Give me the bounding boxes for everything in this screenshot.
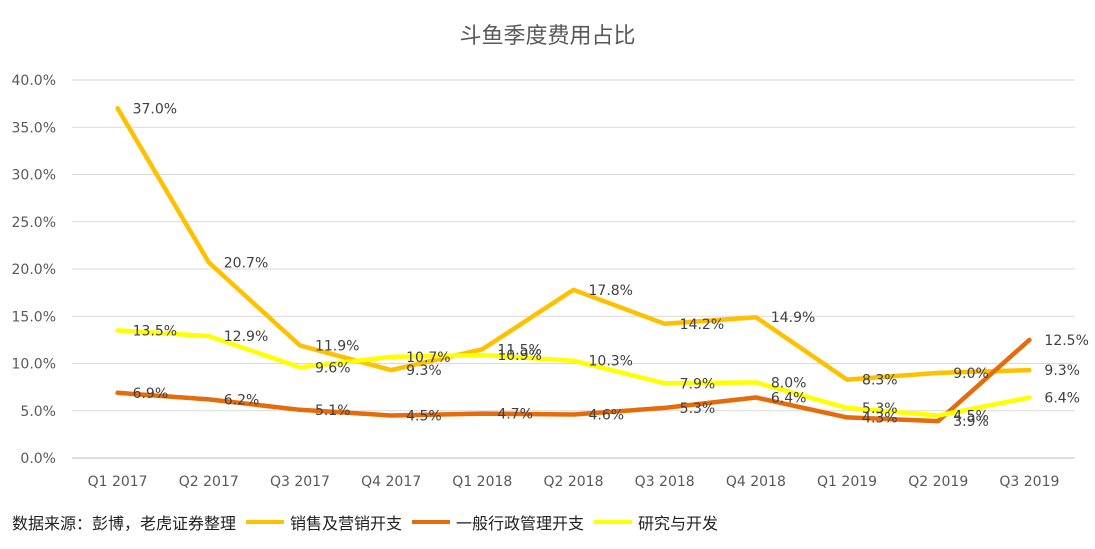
series-line-sales[interactable] <box>115 106 1032 382</box>
x-tick-label: Q4 2018 <box>726 474 786 490</box>
series-line-admin[interactable] <box>115 337 1032 424</box>
data-label-sales: 14.2% <box>680 317 724 333</box>
chart-title: 斗鱼季度费用占比 <box>459 24 636 49</box>
data-label-admin: 4.5% <box>406 408 442 424</box>
data-label-sales: 9.3% <box>1044 363 1080 379</box>
legend-item-rnd[interactable]: 研究与开发 <box>594 510 718 534</box>
x-axis: Q1 2017 Q2 2017 Q3 2017 Q4 2017 Q1 2018 Q2 20… <box>88 474 1060 490</box>
series-lines <box>115 106 1032 424</box>
data-label-rnd: 9.6% <box>315 360 351 376</box>
data-labels: 37.0% 20.7% 11.9% 9.3% 11.5% 17.8% 14.2% 14.9% 8… <box>133 101 1089 430</box>
data-label-rnd: 4.5% <box>953 408 989 424</box>
y-tick-label: 25.0% <box>12 215 56 231</box>
data-label-admin: 4.7% <box>497 407 533 423</box>
data-label-sales: 9.0% <box>953 366 989 382</box>
legend-label-admin: 一般行政管理开支 <box>456 514 585 533</box>
data-label-rnd: 10.9% <box>497 348 541 364</box>
data-label-admin: 5.1% <box>315 403 351 419</box>
legend-swatch-sales <box>246 520 285 524</box>
y-tick-label: 15.0% <box>12 309 56 325</box>
source-note: 数据来源：彭博，老虎证券整理 <box>12 514 237 533</box>
legend-swatch-rnd <box>594 520 633 524</box>
data-label-sales: 17.8% <box>589 283 633 299</box>
y-tick-label: 30.0% <box>12 168 56 184</box>
data-label-rnd: 10.7% <box>406 350 450 366</box>
data-label-rnd: 7.9% <box>680 376 716 392</box>
data-label-sales: 14.9% <box>771 310 815 326</box>
x-tick-label: Q3 2019 <box>999 474 1059 490</box>
x-tick-label: Q1 2018 <box>452 474 512 490</box>
y-tick-label: 5.0% <box>20 404 56 420</box>
data-label-sales: 11.5% <box>497 342 541 358</box>
x-tick-label: Q4 2017 <box>361 474 421 490</box>
legend-item-sales[interactable]: 销售及营销开支 <box>246 510 402 534</box>
x-tick-label: Q1 2017 <box>88 474 148 490</box>
y-tick-label: 20.0% <box>12 262 56 278</box>
data-label-sales: 20.7% <box>224 255 268 271</box>
data-label-admin: 3.9% <box>953 414 989 430</box>
y-tick-label: 10.0% <box>12 357 56 373</box>
y-tick-label: 0.0% <box>20 451 56 467</box>
data-label-sales: 8.3% <box>862 373 898 389</box>
data-label-sales: 11.9% <box>315 339 359 355</box>
y-tick-label: 40.0% <box>12 73 56 89</box>
series-line-rnd[interactable] <box>115 328 1032 418</box>
data-label-rnd: 8.0% <box>771 375 807 391</box>
data-label-admin: 6.2% <box>224 392 260 408</box>
data-label-admin: 4.6% <box>589 408 625 424</box>
x-tick-label: Q1 2019 <box>817 474 877 490</box>
legend-swatch-admin <box>412 520 451 524</box>
x-tick-label: Q2 2019 <box>908 474 968 490</box>
data-label-rnd: 13.5% <box>133 323 177 339</box>
data-label-admin: 4.3% <box>862 410 898 426</box>
x-tick-label: Q2 2018 <box>543 474 603 490</box>
legend-item-admin[interactable]: 一般行政管理开支 <box>412 510 584 534</box>
footer: 数据来源：彭博，老虎证券整理 销售及营销开支 一般行政管理开支 研究与开发 <box>12 510 718 534</box>
data-label-admin: 6.4% <box>771 391 807 407</box>
x-tick-label: Q3 2017 <box>270 474 330 490</box>
y-axis: 0.0% 5.0% 10.0% 15.0% 20.0% 25.0% 30.0% 35.0% 40… <box>12 73 56 467</box>
legend-label-sales: 销售及营销开支 <box>290 514 403 533</box>
data-label-admin: 12.5% <box>1044 333 1088 349</box>
legend-label-rnd: 研究与开发 <box>638 514 719 533</box>
data-label-rnd: 10.3% <box>589 354 633 370</box>
data-label-rnd: 5.3% <box>862 401 898 417</box>
x-tick-label: Q3 2018 <box>635 474 695 490</box>
gridlines <box>72 79 1075 459</box>
data-label-admin: 5.3% <box>680 401 716 417</box>
y-tick-label: 35.0% <box>12 120 56 136</box>
data-label-sales: 9.3% <box>406 363 442 379</box>
data-label-admin: 6.9% <box>133 386 169 402</box>
x-tick-label: Q2 2017 <box>179 474 239 490</box>
data-label-rnd: 6.4% <box>1044 391 1080 407</box>
data-label-rnd: 12.9% <box>224 329 268 345</box>
data-label-sales: 37.0% <box>133 101 177 117</box>
